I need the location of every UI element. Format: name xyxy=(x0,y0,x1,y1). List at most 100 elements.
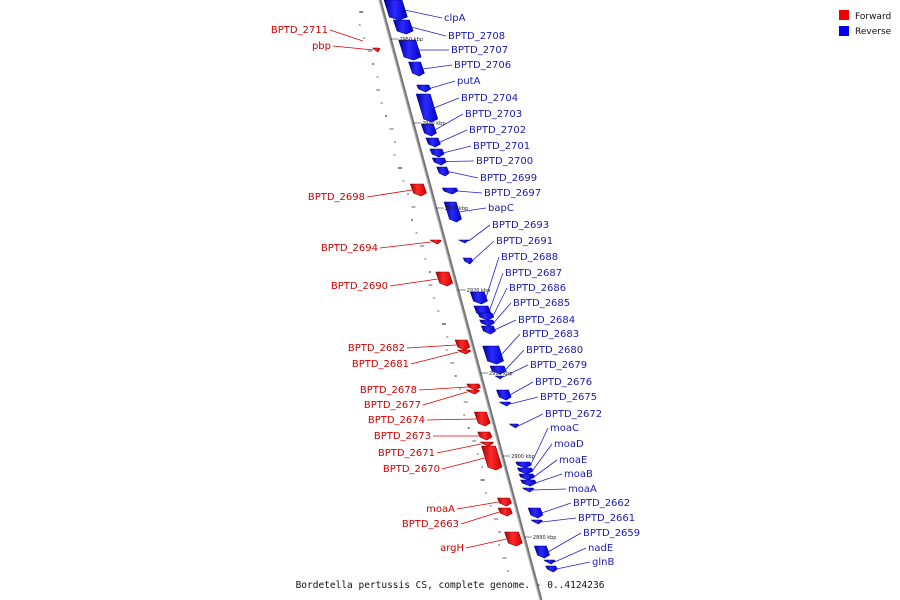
gene-glnb-feature[interactable] xyxy=(545,565,558,573)
gene-bptd-2661-feature[interactable] xyxy=(530,519,543,525)
gene-moab-feature[interactable] xyxy=(520,479,537,487)
gene-moaa-feature[interactable] xyxy=(497,497,512,507)
gene-bptd-2671-feature[interactable] xyxy=(479,441,495,447)
gene-label-bptd-2703[interactable]: BPTD_2703 xyxy=(465,109,522,120)
gene-label-bptd-2707[interactable]: BPTD_2707 xyxy=(451,45,508,56)
gene-label-bptd-2684[interactable]: BPTD_2684 xyxy=(518,315,575,326)
gene-bptd-2702-feature[interactable] xyxy=(425,137,441,148)
gene-label-bptd-2681[interactable]: BPTD_2681 xyxy=(352,359,409,370)
gene-label-glnb[interactable]: glnB xyxy=(592,557,614,568)
gene-label-bptd-2661[interactable]: BPTD_2661 xyxy=(578,513,635,524)
gene-bptd-2659-feature[interactable] xyxy=(533,545,550,559)
gene-moaa-feature[interactable] xyxy=(522,487,535,493)
gene-bptd-2685-feature[interactable] xyxy=(479,319,495,327)
gene-label-bptd-2662[interactable]: BPTD_2662 xyxy=(573,498,630,509)
gene-bptd-2700-feature[interactable] xyxy=(431,157,447,166)
gene-bptd-2663-feature[interactable] xyxy=(497,507,513,517)
gene-bptd-2706-feature[interactable] xyxy=(408,61,425,77)
gene-bptd-2680-feature[interactable] xyxy=(489,365,507,375)
gene-label-moae[interactable]: moaE xyxy=(559,455,587,466)
gene-label-bptd-2677[interactable]: BPTD_2677 xyxy=(364,400,421,411)
gene-bptd-2683-feature[interactable] xyxy=(482,345,504,365)
gene-label-moac[interactable]: moaC xyxy=(550,423,579,434)
gene-bptd-2674-feature[interactable] xyxy=(473,411,491,427)
gene-label-puta[interactable]: putA xyxy=(457,76,481,87)
gene-label-bptd-2671[interactable]: BPTD_2671 xyxy=(378,448,435,459)
gene-bptd-2682-feature[interactable] xyxy=(454,339,471,351)
gene-bptd-2704-feature[interactable] xyxy=(415,93,439,123)
gene-bptd-2701-feature[interactable] xyxy=(429,148,445,158)
gene-label-bptd-2676[interactable]: BPTD_2676 xyxy=(535,377,592,388)
gene-label-bptd-2678[interactable]: BPTD_2678 xyxy=(360,385,417,396)
gene-bptd-2679-feature[interactable] xyxy=(494,375,505,380)
gene-bptd-2688-feature[interactable] xyxy=(469,291,488,305)
gene-label-bptd-2682[interactable]: BPTD_2682 xyxy=(348,343,405,354)
gene-bptd-2691-feature[interactable] xyxy=(462,257,474,265)
gene-label-bptd-2691[interactable]: BPTD_2691 xyxy=(496,236,553,247)
gene-bptd-2703-feature[interactable] xyxy=(420,123,437,137)
gene-label-bptd-2663[interactable]: BPTD_2663 xyxy=(402,519,459,530)
gene-bptd-2693-feature[interactable] xyxy=(458,239,470,244)
gene-label-bptd-2700[interactable]: BPTD_2700 xyxy=(476,156,533,167)
gene-bptd-2699-feature[interactable] xyxy=(436,166,450,177)
gene-bptd-2697-feature[interactable] xyxy=(441,187,459,195)
gene-bptd-2698-feature[interactable] xyxy=(409,183,427,197)
gene-bptd-2676-feature[interactable] xyxy=(496,389,512,401)
gene-nade-feature[interactable] xyxy=(543,559,556,565)
gene-label-bptd-2687[interactable]: BPTD_2687 xyxy=(505,268,562,279)
gene-clpa-feature[interactable] xyxy=(383,0,408,21)
gene-label-bptd-2688[interactable]: BPTD_2688 xyxy=(501,252,558,263)
gene-label-bptd-2674[interactable]: BPTD_2674 xyxy=(368,415,425,426)
gene-label-moaa[interactable]: moaA xyxy=(426,504,455,515)
gene-argh-feature[interactable] xyxy=(504,531,523,547)
gene-label-bptd-2694[interactable]: BPTD_2694 xyxy=(321,243,378,254)
gene-puta-feature[interactable] xyxy=(416,84,432,93)
gene-bptd-2675-feature[interactable] xyxy=(498,401,512,407)
gene-label-nade[interactable]: nadE xyxy=(588,543,613,554)
gene-pbp-feature[interactable] xyxy=(372,47,381,53)
gene-bptd-2708-feature[interactable] xyxy=(392,19,414,35)
gene-label-bptd-2693[interactable]: BPTD_2693 xyxy=(492,220,549,231)
gene-label-bptd-2699[interactable]: BPTD_2699 xyxy=(480,173,537,184)
gene-label-moaa[interactable]: moaA xyxy=(568,484,597,495)
gene-bptd-2686-feature[interactable] xyxy=(477,312,495,321)
gene-bptd-2707-feature[interactable] xyxy=(398,39,422,61)
gene-label-bptd-2706[interactable]: BPTD_2706 xyxy=(454,60,511,71)
gene-label-bptd-2673[interactable]: BPTD_2673 xyxy=(374,431,431,442)
gene-bptd-2678-feature[interactable] xyxy=(466,383,481,391)
gene-bptd-2662-feature[interactable] xyxy=(527,507,544,519)
gene-bptd-2673-feature[interactable] xyxy=(477,431,493,441)
gene-bptd-2690-feature[interactable] xyxy=(435,271,454,287)
gene-moad-feature[interactable] xyxy=(516,467,534,475)
gene-label-moad[interactable]: moaD xyxy=(554,439,584,450)
gene-bptd-2672-feature[interactable] xyxy=(508,423,520,429)
gene-label-pbp[interactable]: pbp xyxy=(312,41,331,52)
gene-label-bapc[interactable]: bapC xyxy=(488,203,514,214)
gene-label-clpa[interactable]: clpA xyxy=(444,13,466,24)
gene-moac-feature[interactable] xyxy=(515,461,532,469)
gene-label-bptd-2697[interactable]: BPTD_2697 xyxy=(484,188,541,199)
gene-label-bptd-2711[interactable]: BPTD_2711 xyxy=(271,25,328,36)
gene-label-bptd-2698[interactable]: BPTD_2698 xyxy=(308,192,365,203)
gene-label-argh[interactable]: argH xyxy=(440,543,464,554)
gene-label-bptd-2680[interactable]: BPTD_2680 xyxy=(526,345,583,356)
gene-label-bptd-2675[interactable]: BPTD_2675 xyxy=(540,392,597,403)
gene-label-bptd-2672[interactable]: BPTD_2672 xyxy=(545,409,602,420)
gene-bptd-2694-feature[interactable] xyxy=(429,239,442,245)
gene-label-bptd-2685[interactable]: BPTD_2685 xyxy=(513,298,570,309)
gene-label-bptd-2704[interactable]: BPTD_2704 xyxy=(461,93,518,104)
gene-label-bptd-2701[interactable]: BPTD_2701 xyxy=(473,141,530,152)
gene-label-bptd-2679[interactable]: BPTD_2679 xyxy=(530,360,587,371)
gene-label-bptd-2690[interactable]: BPTD_2690 xyxy=(331,281,388,292)
gene-bptd-2677-feature[interactable] xyxy=(465,389,481,395)
gene-label-bptd-2708[interactable]: BPTD_2708 xyxy=(448,31,505,42)
gene-label-bptd-2670[interactable]: BPTD_2670 xyxy=(383,464,440,475)
gene-moae-feature[interactable] xyxy=(518,473,536,481)
gene-bapc-feature[interactable] xyxy=(443,201,462,223)
gene-label-bptd-2659[interactable]: BPTD_2659 xyxy=(583,528,640,539)
gene-bptd-2681-feature[interactable] xyxy=(457,349,472,355)
gene-bptd-2684-feature[interactable] xyxy=(480,325,496,335)
gene-label-bptd-2683[interactable]: BPTD_2683 xyxy=(522,329,579,340)
gene-label-bptd-2686[interactable]: BPTD_2686 xyxy=(509,283,566,294)
